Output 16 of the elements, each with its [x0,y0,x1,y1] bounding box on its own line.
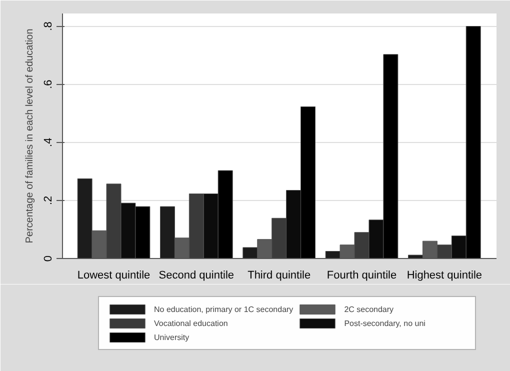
legend-label: 2C secondary [344,304,395,315]
legend-label: Vocational education [154,318,229,329]
y-tick-label: .6 [42,80,54,89]
y-tick-label: .8 [42,22,54,31]
x-tick-label: Second quintile [158,270,234,282]
legend-label: Post-secondary, no uni [344,318,426,329]
y-tick-label: .4 [42,138,54,147]
y-axis-title: Percentage of families in each level of education [24,28,36,244]
x-tick-label: Third quintile [248,270,311,282]
legend-label: No education, primary or 1C secondary [154,304,294,315]
x-tick-label: Highest quintile [406,270,482,282]
y-tick-label: 0 [42,255,54,262]
x-tick-label: Fourth quintile [326,270,397,282]
legend-label: University [154,332,190,343]
x-tick-label: Lowest quintile [77,270,150,282]
y-tick-label: .2 [42,196,54,206]
